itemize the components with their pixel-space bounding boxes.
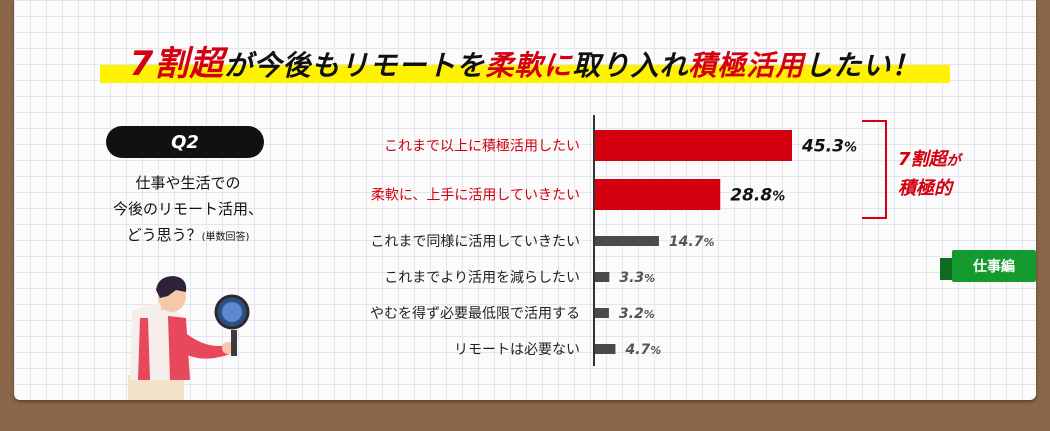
bar — [595, 130, 792, 161]
category-label: やむを得ず必要最低限で活用する — [370, 305, 580, 322]
value-label: 3.2% — [619, 306, 655, 322]
category-label: これまで同様に活用していきたい — [370, 234, 580, 250]
headline-part-4: 取り入れ — [572, 49, 689, 82]
question-line-3: どう思う？ — [126, 226, 202, 244]
bracket-label-big: 7割超 — [898, 149, 947, 170]
bracket-label-small: が — [946, 153, 961, 169]
value-label: 4.7% — [624, 342, 661, 358]
category-label: リモートは必要ない — [454, 342, 580, 358]
headline-part-6: したい！ — [804, 49, 921, 82]
headline-part-5: 積極活用 — [688, 49, 805, 82]
headline-marker — [100, 65, 950, 83]
question-line-2: 今後のリモート活用、 — [112, 200, 263, 218]
category-label: これまでより活用を減らしたい — [384, 269, 580, 286]
category-tag: 仕事編 — [952, 250, 1036, 282]
bracket-label-line2: 積極的 — [898, 178, 952, 199]
question-badge: Q2 — [106, 126, 264, 158]
headline: 7割超が今後もリモートを柔軟に取り入れ積極活用したい！ — [100, 32, 950, 92]
bar — [595, 308, 609, 318]
bar — [595, 236, 659, 246]
headline-part-1: 7割超 — [129, 44, 225, 84]
bar — [595, 179, 721, 210]
category-label: これまで以上に積極活用したい — [384, 139, 580, 155]
question-line-1: 仕事や生活での — [135, 174, 241, 192]
value-label: 28.8% — [730, 186, 785, 206]
value-label: 14.7% — [669, 234, 715, 250]
headline-part-3: 柔軟に — [485, 49, 573, 82]
highlight-bracket — [862, 120, 887, 219]
value-label: 3.3% — [619, 270, 655, 286]
tag-shadow — [940, 258, 954, 280]
bars-group: これまで以上に積極活用したい 45.3% 柔軟に、上手に活用していきたい 28.8% こ… — [370, 130, 857, 358]
bar — [595, 272, 610, 282]
headline-part-2: が今後もリモートを — [224, 49, 486, 82]
bracket-label: 7割超が 積極的 — [898, 146, 961, 202]
person-illustration — [128, 276, 250, 400]
question-note: (単数回答) — [201, 232, 250, 243]
bar — [595, 344, 616, 354]
category-label: 柔軟に、上手に活用していきたい — [371, 188, 580, 204]
value-label: 45.3% — [801, 137, 857, 157]
question-text: 仕事や生活での 今後のリモート活用、 どう思う？(単数回答) — [84, 170, 292, 251]
